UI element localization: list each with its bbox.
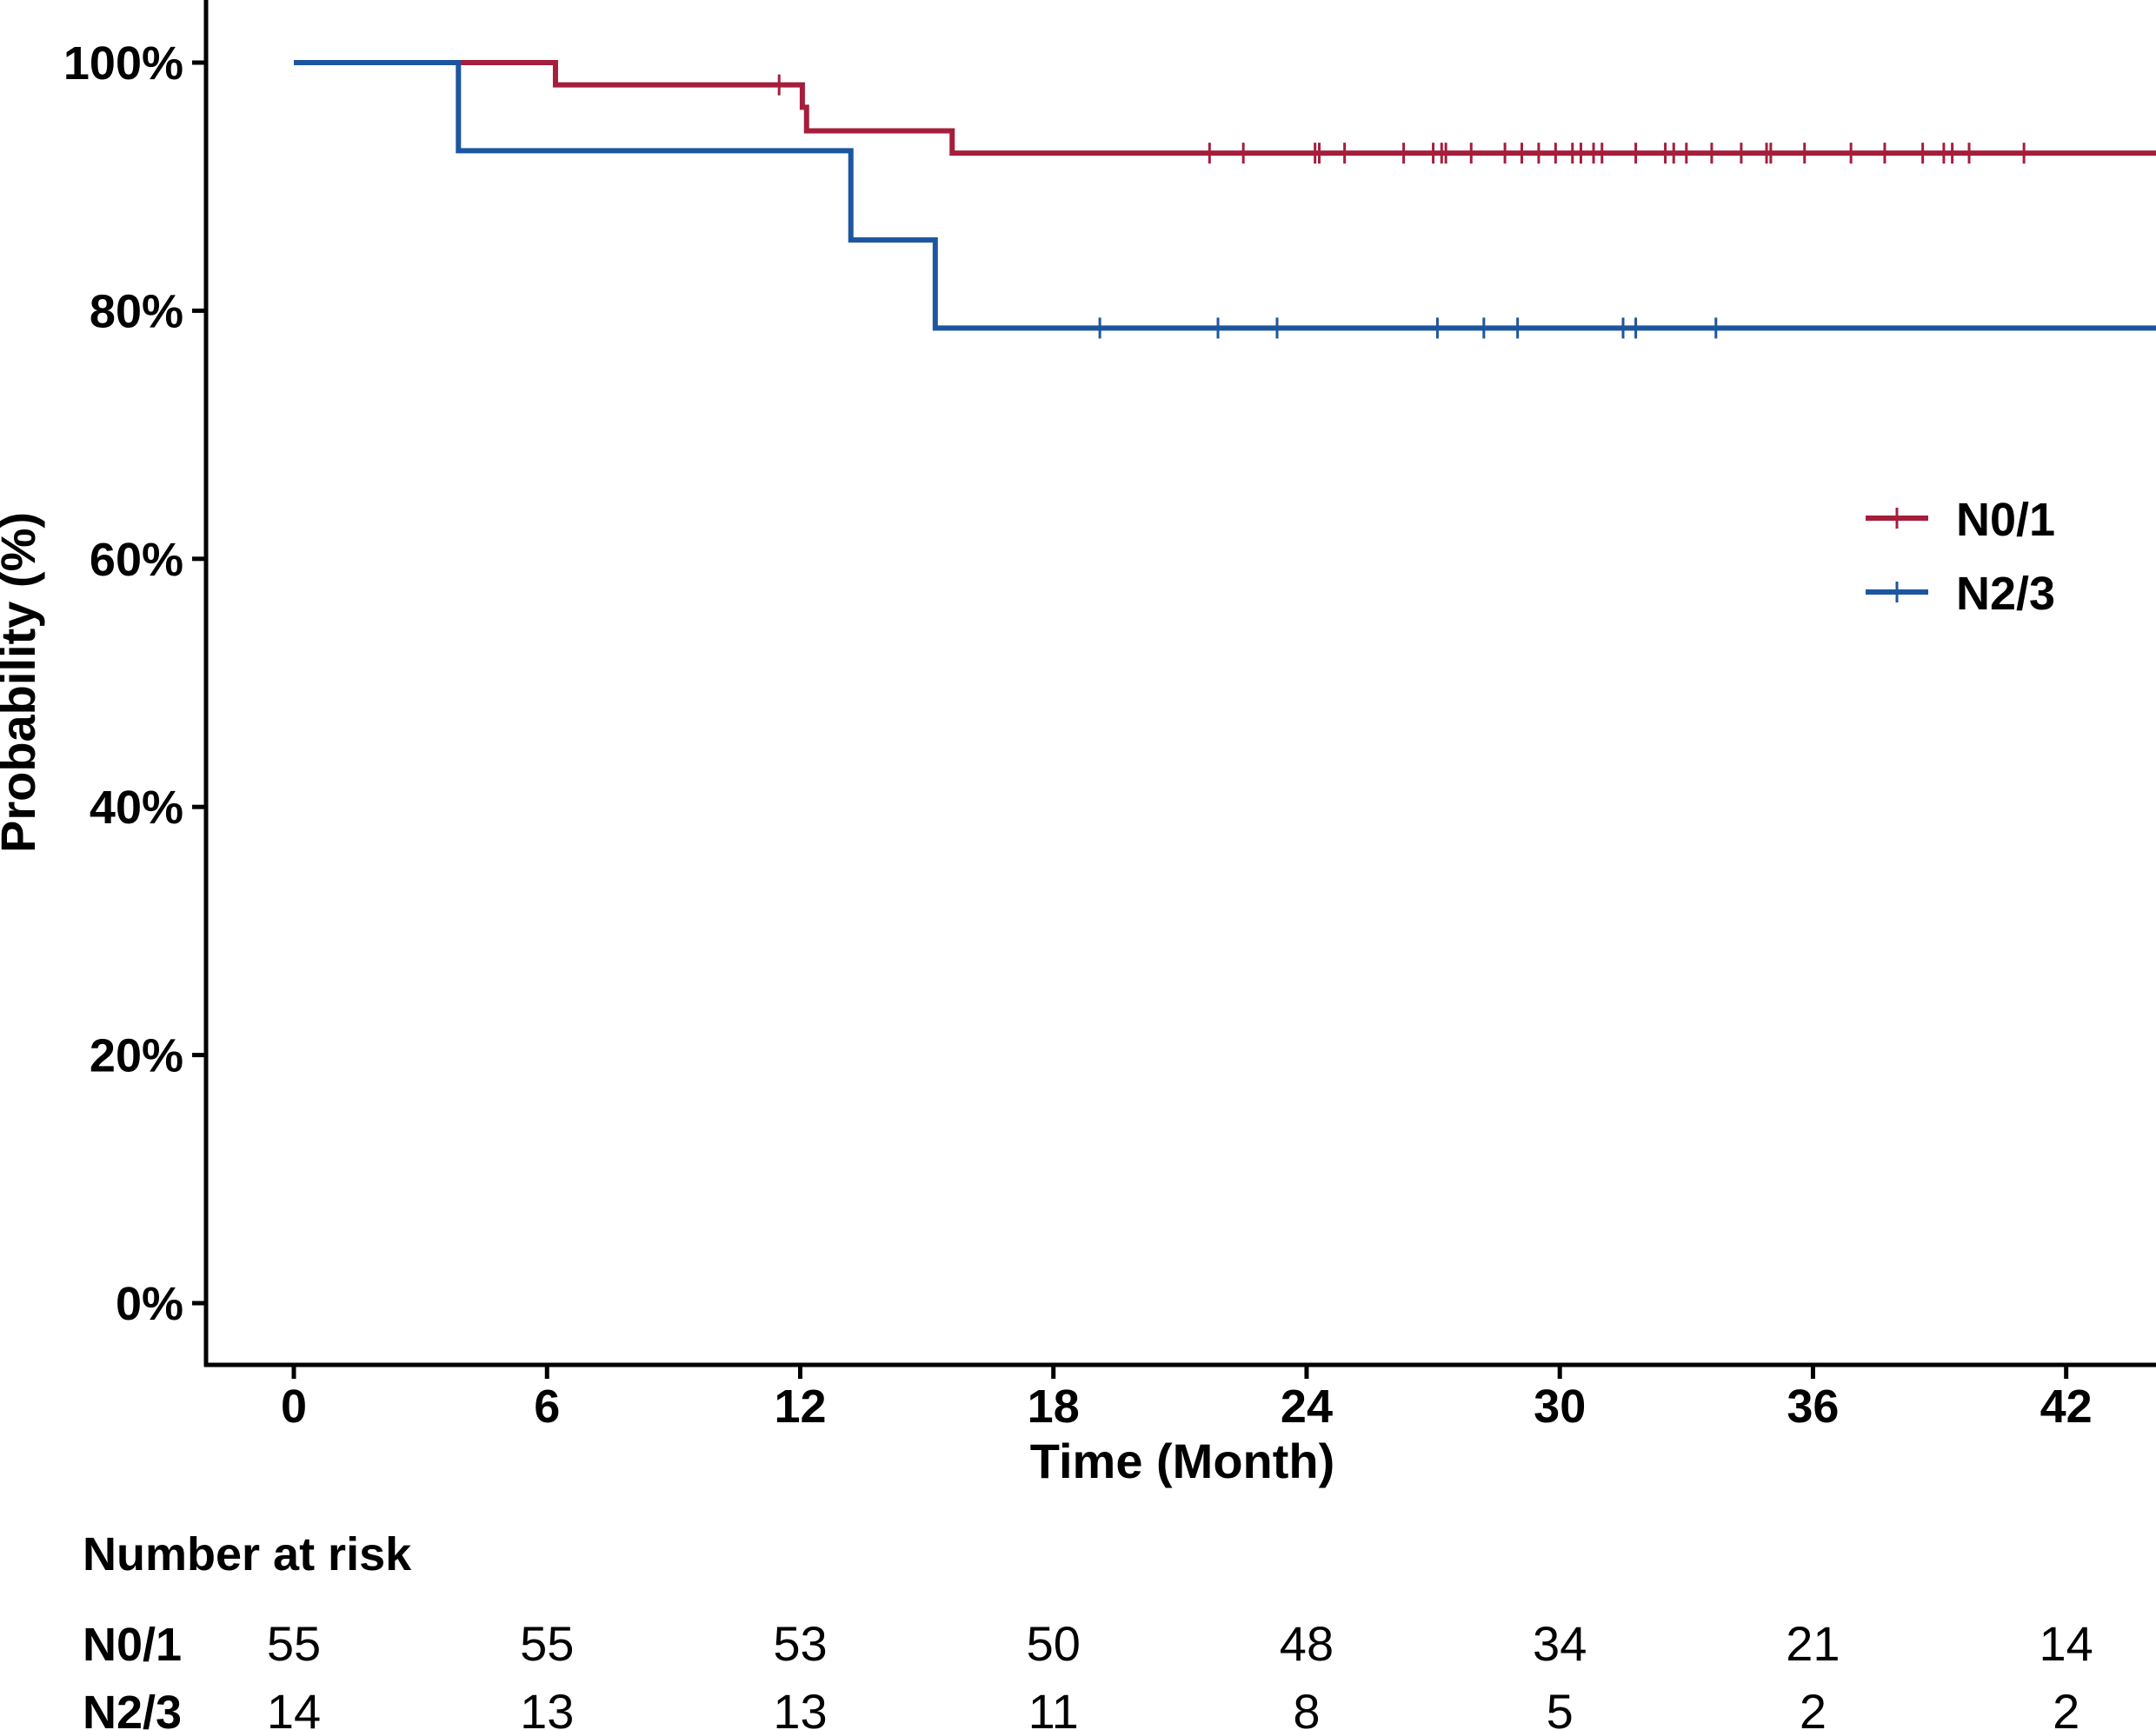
risk-count-n2-3: 13 (773, 1684, 827, 1730)
legend-label-n0-1: N0/1 (1956, 494, 2055, 546)
x-axis-title: Time (Month) (1030, 1434, 1334, 1488)
risk-count-n0-1: 53 (773, 1616, 827, 1671)
risk-count-n0-1: 48 (1280, 1616, 1334, 1671)
x-tick-label: 0 (281, 1381, 307, 1433)
x-tick-label: 12 (774, 1381, 826, 1433)
x-tick-label: 18 (1028, 1381, 1080, 1433)
risk-count-n0-1: 55 (520, 1616, 574, 1671)
risk-count-n2-3: 13 (520, 1684, 574, 1730)
axes: 0% 20% 40% 60% 80% 100% 0 6 12 18 24 30 36 42 Time (Mo… (0, 0, 2156, 1488)
risk-count-n2-3: 14 (267, 1684, 321, 1730)
risk-count-n2-3: 8 (1293, 1684, 1320, 1730)
x-tick-label: 36 (1787, 1381, 1839, 1433)
legend: N0/1 N2/3 (1866, 494, 2055, 620)
y-tick-label: 0% (116, 1278, 183, 1330)
risk-count-n0-1: 21 (1786, 1616, 1840, 1671)
risk-count-n0-1: 14 (2040, 1616, 2093, 1671)
x-tick-label: 30 (1534, 1381, 1586, 1433)
curve-n0-1 (294, 60, 2156, 156)
risk-group-label-n2-3: N2/3 (83, 1687, 182, 1730)
y-tick-label: 40% (90, 782, 183, 834)
legend-label-n2-3: N2/3 (1956, 568, 2055, 620)
risk-count-n2-3: 2 (1800, 1684, 1827, 1730)
risk-count-n2-3: 11 (1028, 1684, 1079, 1730)
risk-count-n0-1: 34 (1533, 1616, 1587, 1671)
x-tick-label: 24 (1281, 1381, 1333, 1433)
survival-curves (294, 60, 2156, 339)
risk-count-n2-3: 5 (1547, 1684, 1574, 1730)
risk-group-label-n0-1: N0/1 (83, 1619, 182, 1671)
y-axis-title: Probability (%) (0, 512, 45, 853)
risk-count-n0-1: 55 (267, 1616, 321, 1671)
y-tick-label: 20% (90, 1030, 183, 1082)
y-tick-label: 100% (63, 37, 183, 90)
y-tick-label: 80% (90, 285, 183, 337)
x-tick-label: 42 (2040, 1381, 2093, 1433)
risk-table-title: Number at risk (83, 1528, 412, 1580)
risk-table: Number at risk N0/1 55 55 53 50 48 34 21 14 N2/3 14… (83, 1528, 2093, 1730)
x-tick-label: 6 (534, 1381, 560, 1433)
y-tick-label: 60% (90, 534, 183, 586)
risk-count-n0-1: 50 (1027, 1616, 1081, 1671)
risk-count-n2-3: 2 (2053, 1684, 2079, 1730)
curve-n2-3 (294, 60, 2156, 331)
